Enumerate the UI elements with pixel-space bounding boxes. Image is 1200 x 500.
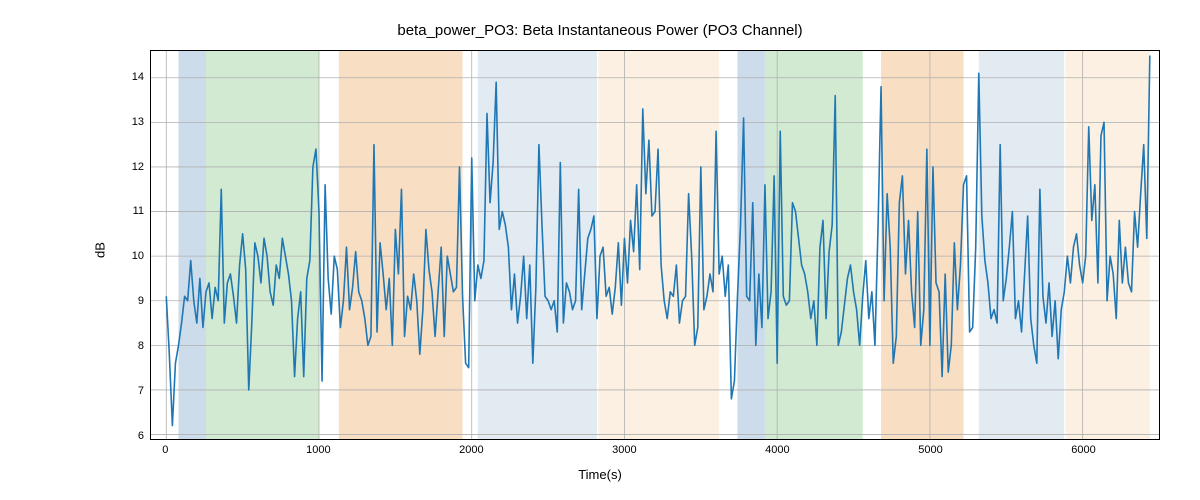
ytick-label: 13 xyxy=(132,116,144,128)
ytick-label: 10 xyxy=(132,250,144,262)
background-region xyxy=(765,51,863,439)
background-region xyxy=(178,51,205,439)
ytick-label: 7 xyxy=(138,385,144,397)
xtick-label: 1000 xyxy=(306,444,330,456)
ytick-label: 12 xyxy=(132,161,144,173)
figure: beta_power_PO3: Beta Instantaneous Power… xyxy=(0,0,1200,500)
ytick-label: 6 xyxy=(138,430,144,442)
ytick-label: 8 xyxy=(138,340,144,352)
xtick-label: 0 xyxy=(162,444,168,456)
ytick-label: 9 xyxy=(138,295,144,307)
x-axis-label: Time(s) xyxy=(0,467,1200,482)
background-region xyxy=(598,51,719,439)
xtick-label: 6000 xyxy=(1071,444,1095,456)
xtick-label: 3000 xyxy=(612,444,636,456)
plot-area xyxy=(150,50,1160,440)
plot-svg xyxy=(151,51,1159,439)
y-axis-label: dB xyxy=(93,242,108,258)
ytick-label: 11 xyxy=(133,205,144,217)
background-region xyxy=(881,51,963,439)
ytick-label: 14 xyxy=(132,71,144,83)
background-region xyxy=(979,51,1065,439)
xtick-label: 2000 xyxy=(459,444,483,456)
xtick-label: 5000 xyxy=(918,444,942,456)
xtick-label: 4000 xyxy=(765,444,789,456)
chart-title: beta_power_PO3: Beta Instantaneous Power… xyxy=(0,22,1200,39)
background-region xyxy=(339,51,463,439)
